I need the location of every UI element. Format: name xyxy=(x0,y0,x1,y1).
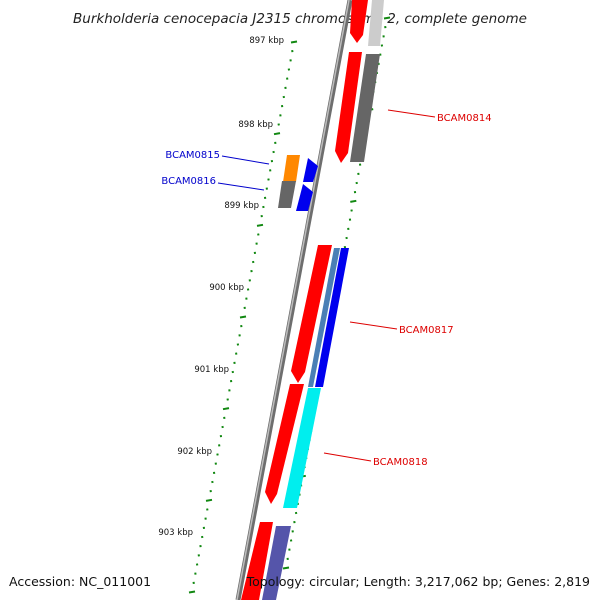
major-tick xyxy=(273,132,281,136)
scale-label-901: 901 kbp xyxy=(194,365,229,375)
feature-bcam0816[interactable] xyxy=(278,181,313,211)
feature-bcam0813-region xyxy=(350,0,384,46)
gene-label-bcam0815[interactable]: BCAM0815 xyxy=(165,150,220,161)
gene-label-bcam0817[interactable]: BCAM0817 xyxy=(399,325,454,336)
major-tick xyxy=(282,566,290,570)
major-tick xyxy=(290,40,298,44)
scale-label-902: 902 kbp xyxy=(177,447,212,457)
scale-label-897: 897 kbp xyxy=(249,36,284,46)
major-tick xyxy=(239,315,247,319)
chromosome-backbone xyxy=(235,0,353,600)
major-tick xyxy=(222,407,230,411)
map-title: Burkholderia cenocepacia J2315 chromosom… xyxy=(73,11,527,27)
scale-label-900: 900 kbp xyxy=(209,283,244,293)
gene-label-bcam0816[interactable]: BCAM0816 xyxy=(161,176,216,187)
gene-label-connectors xyxy=(217,109,436,462)
gene-label-bcam0814[interactable]: BCAM0814 xyxy=(437,113,492,124)
feature-bcam0815[interactable] xyxy=(283,155,318,182)
genome-summary-text: Topology: circular; Length: 3,217,062 bp… xyxy=(246,574,590,589)
major-tick xyxy=(256,223,264,227)
major-tick xyxy=(188,590,196,594)
accession-text: Accession: NC_011001 xyxy=(9,574,151,589)
gene-label-bcam0818[interactable]: BCAM0818 xyxy=(373,457,428,468)
scale-label-899: 899 kbp xyxy=(224,201,259,211)
major-tick xyxy=(383,16,391,20)
feature-lower-region xyxy=(241,522,291,600)
major-tick xyxy=(350,199,357,203)
major-tick xyxy=(205,498,213,502)
scale-label-898: 898 kbp xyxy=(238,120,273,130)
feature-bcam0818[interactable] xyxy=(265,384,321,508)
scale-ticks xyxy=(188,40,298,594)
feature-bcam0817[interactable] xyxy=(291,245,349,387)
scale-label-903: 903 kbp xyxy=(158,528,193,538)
scale-axis: 897 kbp 898 kbp 899 kbp 900 kbp 901 kbp … xyxy=(158,16,391,594)
feature-bcam0814[interactable] xyxy=(335,52,380,163)
